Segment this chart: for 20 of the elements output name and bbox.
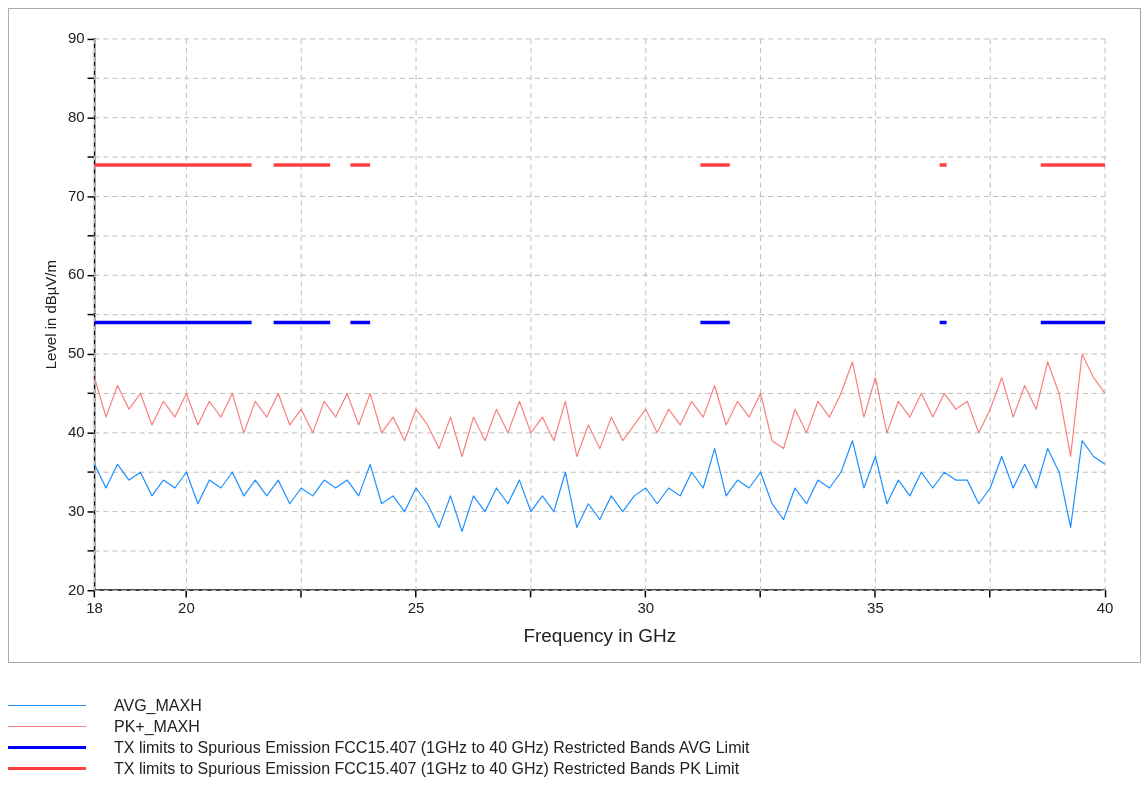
legend-label: TX limits to Spurious Emission FCC15.407 (1GHz to 40 GHz) Restricted Bands PK Limit [114, 759, 740, 778]
x-tick-label: 35 [867, 599, 884, 617]
y-axis-title: Level in dBµV/m [42, 260, 60, 370]
y-tick-label: 70 [67, 186, 85, 204]
y-tick-label: 60 [67, 265, 85, 283]
y-tick-label: 40 [67, 422, 85, 440]
x-tick-label: 30 [637, 599, 655, 617]
x-tick-label: 20 [178, 599, 195, 617]
x-tick-label: 18 [86, 599, 103, 617]
legend-label: PK+_MAXH [114, 717, 200, 736]
x-tick-label: 25 [407, 599, 425, 617]
y-tick-label: 30 [67, 501, 85, 519]
y-tick-label: 20 [67, 580, 85, 598]
x-tick-label: 40 [1096, 599, 1114, 617]
y-tick-label: 90 [67, 29, 85, 47]
legend-label: AVG_MAXH [114, 696, 202, 715]
y-tick-label: 50 [67, 344, 85, 362]
legend-label: TX limits to Spurious Emission FCC15.407 (1GHz to 40 GHz) Restricted Bands AVG Limit [114, 738, 750, 757]
x-axis-title: Frequency in GHz [523, 624, 677, 646]
y-tick-label: 80 [67, 107, 85, 125]
